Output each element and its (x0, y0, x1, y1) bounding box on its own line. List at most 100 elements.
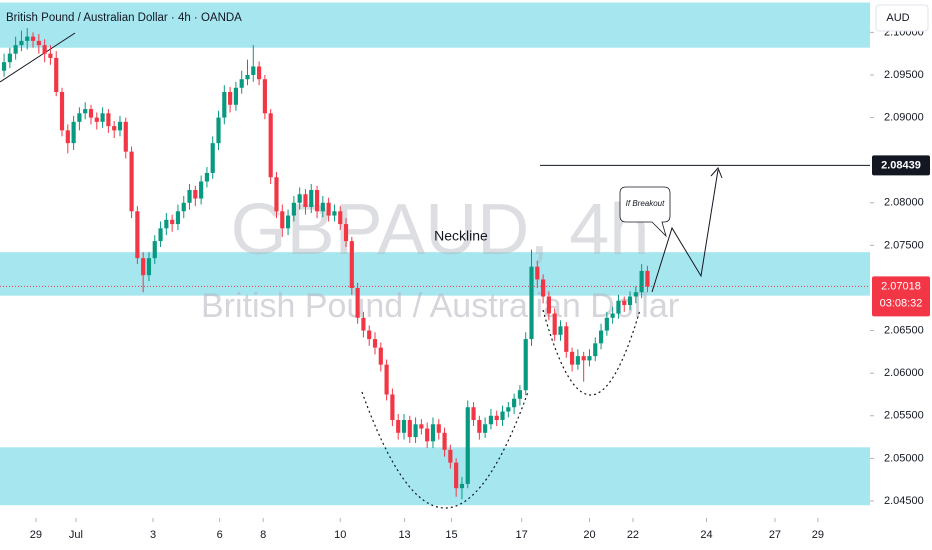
candle-body (517, 390, 522, 399)
candle-body (500, 411, 505, 421)
candle-body (274, 177, 279, 212)
candle-body (239, 79, 244, 88)
candle-body (77, 113, 82, 122)
candle-body (338, 211, 343, 225)
trendline (0, 32, 76, 83)
candle-body (152, 241, 157, 259)
last-price-box (872, 276, 930, 317)
x-tick-label: 29 (812, 529, 824, 541)
candle-body (581, 356, 586, 361)
candle-body (228, 92, 233, 105)
candle-body (175, 211, 181, 225)
candle-body (141, 258, 146, 276)
candle-body (233, 87, 238, 105)
candle-body (314, 189, 320, 212)
candle-body (587, 356, 592, 361)
y-tick-label: 2.09500 (884, 69, 924, 81)
watermark-name: British Pound / Australian Dollar (201, 287, 679, 325)
candle-body (42, 45, 47, 54)
candle-body (123, 121, 128, 152)
candle-body (216, 117, 221, 144)
candle-body (146, 258, 152, 276)
candle-body (593, 343, 598, 357)
y-tick-label: 2.05000 (884, 452, 924, 464)
x-tick-label: 10 (334, 529, 346, 541)
candle-body (639, 270, 644, 293)
callout-bubble (619, 186, 671, 238)
candle-body (575, 356, 580, 365)
x-tick-label: 3 (150, 529, 156, 541)
candle-body (199, 181, 204, 199)
candle-body (627, 296, 633, 306)
candle-body (245, 74, 250, 80)
candle-body (320, 202, 325, 212)
candle-body (59, 92, 65, 131)
candle-body (36, 40, 41, 46)
candle-body (262, 79, 267, 114)
currency-box[interactable] (875, 4, 929, 32)
candle-body (297, 194, 302, 203)
candle-body (494, 415, 499, 421)
candle-body (193, 189, 198, 199)
candle-body (349, 241, 354, 288)
candle-body (459, 483, 465, 489)
candle-body (558, 326, 563, 335)
last-price-label: 2.07018 (881, 280, 921, 292)
handle-curve (542, 309, 641, 396)
candle-body (13, 45, 18, 54)
countdown: 03:08:32 (880, 297, 923, 309)
candle-body (187, 189, 192, 203)
time-axis-bg (0, 518, 932, 550)
zone (0, 447, 870, 506)
candle-body (1, 62, 7, 71)
zone (0, 2, 870, 48)
candle-body (210, 143, 215, 173)
y-tick-label: 2.05500 (884, 410, 924, 422)
candle-body (164, 219, 169, 229)
x-tick-label: 6 (217, 529, 223, 541)
candle-body (633, 292, 638, 297)
neckline-label: Neckline (434, 228, 488, 244)
candle-body (442, 432, 447, 450)
candle-body (291, 202, 296, 216)
candle-body (65, 130, 70, 144)
x-tick-label: 27 (769, 529, 781, 541)
x-tick-label: 8 (260, 529, 266, 541)
candle-body (477, 420, 482, 433)
candle-body (7, 53, 12, 63)
candle-body (303, 194, 308, 208)
candle-body (19, 40, 24, 46)
candle-body (448, 449, 453, 463)
candle-body (622, 300, 627, 306)
candle-body (419, 424, 424, 429)
candle-body (106, 113, 111, 127)
candle-body (390, 394, 395, 421)
candle-body (158, 228, 163, 242)
candle-body (332, 211, 337, 216)
candle-body (251, 66, 256, 75)
candle-body (529, 266, 534, 340)
candle-body (355, 287, 360, 318)
target-price-box (872, 155, 930, 176)
candle-body (367, 330, 372, 340)
candle-body (413, 424, 418, 438)
y-tick-label: 2.06000 (884, 367, 924, 379)
candle-body (83, 109, 88, 114)
candle-body (309, 189, 314, 208)
candle-body (378, 347, 383, 365)
candle-body (94, 117, 99, 122)
candle-body (135, 211, 140, 259)
candle-body (546, 296, 551, 314)
currency: AUD (886, 12, 909, 24)
candle-body (343, 224, 349, 242)
candle-body (512, 398, 517, 408)
y-tick-label: 2.04500 (884, 495, 924, 507)
watermark-symbol: GBPAUD, 4h (231, 190, 650, 270)
y-tick-label: 2.08000 (884, 197, 924, 209)
candles (1, 28, 650, 500)
candle-body (523, 339, 528, 391)
candle-body (610, 313, 615, 318)
candle-body (407, 420, 412, 438)
x-tick-label: 15 (445, 529, 457, 541)
